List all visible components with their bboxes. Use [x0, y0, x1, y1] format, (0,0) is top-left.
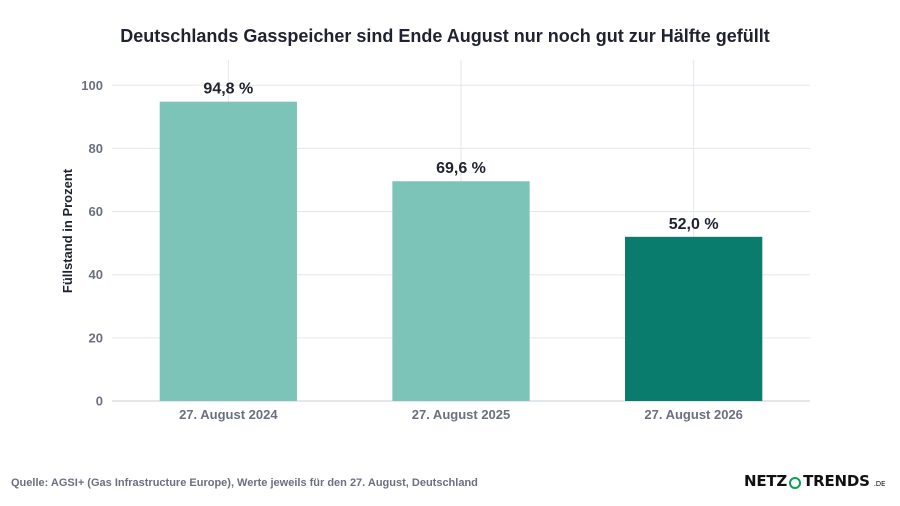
source-note: Quelle: AGSI+ (Gas Infrastructure Europe… — [11, 477, 478, 489]
bar — [392, 181, 530, 401]
data-labels: 94,8 % 69,6 % 52,0 % — [203, 81, 718, 233]
y-tick-label: 60 — [89, 204, 103, 219]
bars — [159, 101, 763, 401]
y-axis-title: Füllstand in Prozent — [60, 168, 75, 293]
y-tick-labels: 0 20 40 60 80 100 — [81, 78, 103, 409]
bar — [625, 236, 763, 401]
y-tick-label: 0 — [96, 394, 103, 409]
x-tick-label: 27. August 2025 — [412, 407, 511, 422]
y-tick-label: 20 — [89, 330, 103, 345]
logo-ring-icon — [789, 476, 802, 489]
logo-text-right: TRENDS — [803, 472, 870, 490]
logo-text-left: NETZ — [744, 472, 788, 490]
x-tick-labels: 27. August 2024 27. August 2025 27. August… — [179, 407, 743, 422]
bar — [159, 101, 297, 401]
x-tick-label: 27. August 2024 — [179, 407, 278, 422]
x-tick-label: 27. August 2026 — [644, 407, 743, 422]
y-tick-label: 40 — [89, 267, 103, 282]
netztrends-logo: NETZ TRENDS .DE — [744, 470, 885, 492]
data-label: 52,0 % — [669, 216, 719, 233]
y-tick-label: 100 — [81, 78, 103, 93]
data-label: 69,6 % — [436, 160, 486, 177]
chart-title: Deutschlands Gasspeicher sind Ende Augus… — [120, 26, 770, 46]
data-label: 94,8 % — [203, 81, 253, 98]
logo-suffix: .DE — [873, 480, 886, 488]
y-tick-label: 80 — [89, 141, 103, 156]
